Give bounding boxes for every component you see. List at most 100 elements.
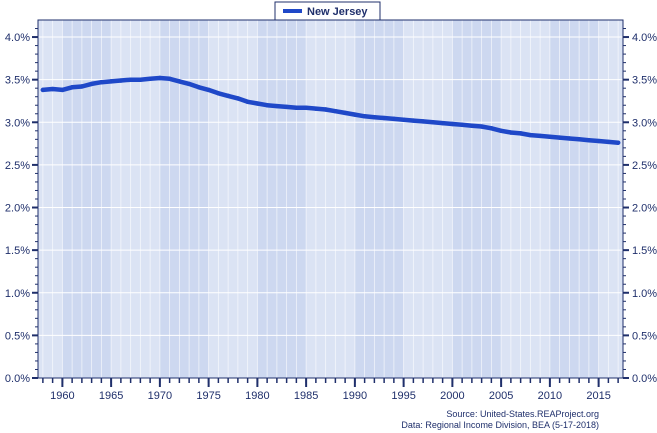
data-point <box>391 116 397 122</box>
data-point <box>430 120 436 125</box>
data-point <box>313 106 319 111</box>
y-tick-label-right: 2.0% <box>632 203 657 215</box>
y-tick-label-left: 1.5% <box>5 245 30 257</box>
data-point <box>547 134 553 139</box>
legend-box <box>274 1 381 21</box>
x-tick-label: 1990 <box>343 390 367 402</box>
y-tick-label-right: 0.5% <box>632 330 657 342</box>
y-tick-label-left: 0.0% <box>5 373 30 385</box>
data-point <box>206 87 211 93</box>
data-point <box>450 121 455 127</box>
legend: New Jersey <box>274 1 381 21</box>
data-point <box>89 81 94 87</box>
data-point <box>50 86 55 92</box>
y-tick-label-left: 2.5% <box>5 160 30 172</box>
data-point <box>157 75 163 81</box>
data-point <box>167 76 172 82</box>
data-point <box>225 93 231 99</box>
data-point <box>196 85 202 90</box>
data-point <box>615 140 621 145</box>
plot-area <box>38 20 623 378</box>
data-point <box>284 104 289 110</box>
y-tick-label-left: 3.0% <box>5 117 30 129</box>
data-point <box>567 136 572 141</box>
data-point <box>411 118 416 123</box>
data-point <box>177 79 182 84</box>
data-point <box>60 87 65 93</box>
x-tick-label: 1985 <box>294 390 318 402</box>
data-point <box>294 105 299 110</box>
data-point <box>274 103 280 109</box>
x-tick-label: 1960 <box>50 390 74 402</box>
data-point <box>255 101 260 106</box>
x-tick-label: 2000 <box>440 390 464 402</box>
y-tick-label-left: 1.0% <box>5 288 30 300</box>
y-tick-label-right: 0.0% <box>632 373 657 385</box>
x-tick-label: 2005 <box>489 390 513 402</box>
decade-band <box>354 20 404 378</box>
decade-band <box>62 20 112 378</box>
data-point <box>498 128 504 134</box>
data-point <box>108 79 114 84</box>
data-point <box>264 103 270 108</box>
y-tick-label-left: 4.0% <box>5 32 30 44</box>
x-tick-label: 1995 <box>391 390 415 402</box>
data-point <box>586 137 592 143</box>
data-point <box>118 78 124 83</box>
x-tick-label: 2015 <box>586 390 610 402</box>
x-tick-label: 1970 <box>148 390 172 402</box>
y-tick-label-left: 3.5% <box>5 75 30 87</box>
data-point <box>372 114 377 120</box>
y-tick-label-right: 3.0% <box>632 117 657 129</box>
y-tick-label-left: 0.5% <box>5 330 30 342</box>
decade-band <box>159 20 209 378</box>
data-point <box>489 126 494 131</box>
decade-band <box>452 20 502 378</box>
data-point <box>147 76 153 82</box>
data-point <box>40 87 46 93</box>
decade-band <box>257 20 307 378</box>
data-point <box>186 81 192 87</box>
y-tick-label-right: 1.0% <box>632 288 657 300</box>
series-layer <box>40 75 621 145</box>
y-tick-label-right: 2.5% <box>632 160 657 172</box>
data-point <box>576 137 582 142</box>
data-point <box>245 99 250 105</box>
plot-background <box>38 20 623 378</box>
data-point <box>79 84 85 89</box>
decade-band <box>549 20 599 378</box>
y-tick-label-left: 2.0% <box>5 203 30 215</box>
x-tick-label: 2010 <box>538 390 562 402</box>
data-point <box>216 91 221 96</box>
data-point <box>440 120 445 126</box>
x-tick-label: 1965 <box>99 390 123 402</box>
data-point <box>138 77 143 82</box>
data-point <box>333 109 338 114</box>
data-point <box>323 107 328 112</box>
data-point <box>362 114 367 119</box>
data-point <box>235 96 241 101</box>
x-tick-label: 1980 <box>245 390 269 402</box>
source-text: Source: United-States.REAProject.org <box>446 409 599 419</box>
data-point <box>528 132 533 138</box>
data-point <box>303 105 309 110</box>
y-tick-label-right: 4.0% <box>632 32 657 44</box>
data-point <box>557 135 562 140</box>
data-point <box>420 119 426 124</box>
data-point <box>508 130 514 135</box>
data-point <box>479 124 484 129</box>
data-point <box>128 77 133 82</box>
data-point <box>401 117 406 122</box>
data-point <box>518 131 523 136</box>
data-credit-text: Data: Regional Income Division, BEA (5-1… <box>401 420 599 430</box>
data-point <box>596 138 601 144</box>
y-tick-label-right: 1.5% <box>632 245 657 257</box>
data-point <box>381 115 387 121</box>
data-point <box>459 122 465 128</box>
data-point <box>606 139 611 145</box>
legend-label: New Jersey <box>307 6 368 18</box>
data-point <box>342 110 348 116</box>
data-point <box>537 133 543 139</box>
data-point <box>69 85 75 90</box>
y-tick-label-right: 3.5% <box>632 75 657 87</box>
